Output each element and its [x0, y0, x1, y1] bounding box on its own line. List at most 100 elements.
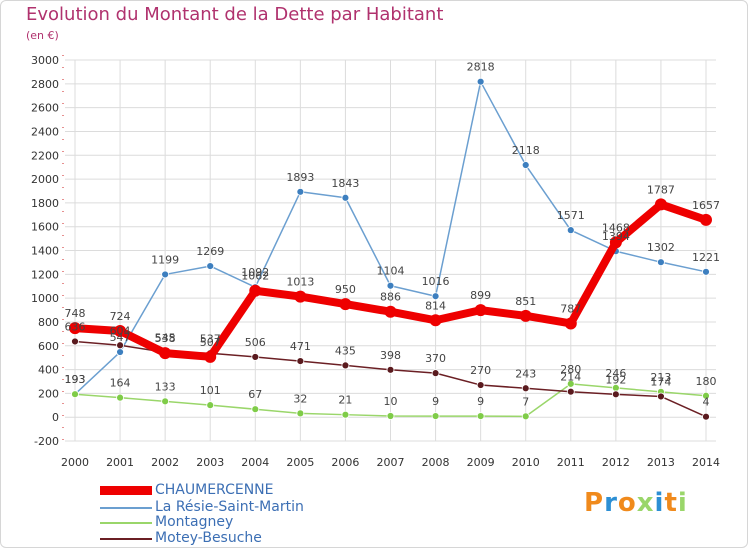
x-tick-label: 2003 — [196, 456, 224, 469]
data-label-chaumercenne: 851 — [515, 295, 536, 308]
data-point-motey-besuche[interactable] — [702, 412, 710, 421]
data-label-chaumercenne: 1062 — [241, 270, 269, 283]
data-point-montagney[interactable] — [476, 412, 485, 421]
data-point-chaumercenne[interactable] — [69, 322, 81, 335]
data-point-motey-besuche[interactable] — [71, 337, 79, 346]
data-label-montagney: 280 — [560, 363, 581, 376]
data-point-chaumercenne[interactable] — [384, 305, 397, 318]
data-point-chaumercenne[interactable] — [609, 236, 622, 249]
data-point-montagney[interactable] — [702, 391, 710, 400]
data-point-montagney[interactable] — [431, 412, 440, 421]
x-tick-label: 2012 — [602, 456, 630, 469]
data-label-motey-besuche: 506 — [245, 336, 266, 349]
data-point-motey-besuche[interactable] — [476, 381, 485, 389]
data-label-montagney: 21 — [338, 394, 352, 407]
data-point-la-resie-saint-martin[interactable] — [161, 270, 170, 279]
data-point-chaumercenne[interactable] — [429, 314, 442, 327]
data-point-la-resie-saint-martin[interactable] — [476, 77, 485, 86]
data-label-la-resie-saint-martin: 1221 — [692, 251, 720, 264]
data-point-la-resie-saint-martin[interactable] — [206, 262, 215, 270]
data-point-montagney[interactable] — [566, 379, 575, 388]
data-point-la-resie-saint-martin[interactable] — [431, 292, 440, 301]
data-point-motey-besuche[interactable] — [657, 392, 665, 401]
x-tick-label: 2011 — [557, 456, 585, 469]
data-point-chaumercenne[interactable] — [159, 347, 172, 360]
data-point-motey-besuche[interactable] — [386, 365, 395, 374]
data-point-motey-besuche[interactable] — [611, 390, 620, 399]
data-point-la-resie-saint-martin[interactable] — [566, 226, 575, 235]
data-label-montagney: 133 — [155, 380, 176, 393]
data-point-chaumercenne[interactable] — [700, 213, 712, 226]
data-point-montagney[interactable] — [296, 409, 305, 418]
x-tick-label: 2004 — [241, 456, 269, 469]
data-label-la-resie-saint-martin: 1092 — [241, 266, 269, 279]
y-tick-label: 1600 — [31, 221, 59, 234]
data-point-motey-besuche[interactable] — [296, 357, 305, 366]
data-label-la-resie-saint-martin: 547 — [110, 331, 131, 344]
data-label-motey-besuche: 270 — [470, 364, 491, 377]
data-point-la-resie-saint-martin[interactable] — [521, 161, 530, 169]
data-label-montagney: 193 — [65, 373, 86, 386]
data-point-motey-besuche[interactable] — [431, 369, 440, 378]
data-label-chaumercenne: 1468 — [602, 221, 630, 234]
data-label-motey-besuche: 192 — [605, 373, 626, 386]
data-label-chaumercenne: 814 — [425, 299, 446, 312]
data-label-chaumercenne: 886 — [380, 291, 401, 304]
data-point-motey-besuche[interactable] — [521, 384, 530, 393]
data-label-motey-besuche: 4 — [703, 396, 710, 409]
data-point-montagney[interactable] — [161, 397, 170, 406]
data-point-chaumercenne[interactable] — [114, 324, 127, 337]
data-label-chaumercenne: 724 — [110, 310, 131, 323]
data-label-chaumercenne: 538 — [155, 332, 176, 345]
data-point-motey-besuche[interactable] — [251, 353, 260, 361]
data-point-chaumercenne[interactable] — [474, 304, 487, 317]
data-point-la-resie-saint-martin[interactable] — [702, 267, 710, 276]
data-point-la-resie-saint-martin[interactable] — [116, 348, 124, 356]
y-tick-label: 1400 — [31, 245, 59, 258]
data-point-chaumercenne[interactable] — [564, 317, 577, 330]
data-label-chaumercenne: 507 — [200, 336, 221, 349]
y-tick-label: 2000 — [31, 173, 59, 186]
data-label-chaumercenne: 1657 — [692, 199, 720, 212]
data-label-la-resie-saint-martin: 1571 — [557, 209, 585, 222]
data-labels: 193 547 1199 1269 1092 1893 1843 1104 1016 2818 21… — [65, 61, 721, 409]
chart-subtitle: (en €) — [26, 29, 59, 42]
x-tick-label: 2005 — [286, 456, 314, 469]
data-label-motey-besuche: 174 — [650, 375, 671, 388]
x-tick-label: 2002 — [151, 456, 179, 469]
data-point-la-resie-saint-martin[interactable] — [296, 187, 305, 196]
data-point-montagney[interactable] — [521, 412, 530, 421]
data-point-la-resie-saint-martin[interactable] — [657, 258, 665, 267]
data-point-chaumercenne[interactable] — [204, 350, 217, 363]
data-point-chaumercenne[interactable] — [294, 290, 307, 303]
data-point-la-resie-saint-martin[interactable] — [386, 281, 395, 290]
data-point-chaumercenne[interactable] — [249, 284, 262, 297]
y-tick-label: 1000 — [31, 292, 59, 305]
data-point-montagney[interactable] — [386, 412, 395, 420]
data-point-chaumercenne[interactable] — [519, 309, 532, 322]
data-point-motey-besuche[interactable] — [341, 361, 350, 370]
legend-swatch-chaumercenne — [100, 486, 152, 495]
data-point-motey-besuche[interactable] — [116, 341, 124, 350]
data-point-montagney[interactable] — [251, 405, 260, 414]
data-label-la-resie-saint-martin: 2118 — [512, 144, 540, 157]
data-label-chaumercenne: 1787 — [647, 183, 675, 196]
data-label-chaumercenne: 899 — [470, 289, 491, 302]
data-label-montagney: 32 — [293, 392, 307, 405]
data-point-montagney[interactable] — [206, 401, 215, 410]
data-point-montagney[interactable] — [71, 390, 79, 399]
data-label-chaumercenne: 787 — [560, 302, 581, 315]
legend-label-chaumercenne: CHAUMERCENNE — [155, 482, 274, 498]
data-point-chaumercenne[interactable] — [339, 298, 352, 311]
data-point-la-resie-saint-martin[interactable] — [341, 193, 350, 202]
x-tick-label: 2014 — [692, 456, 720, 469]
x-tick-label: 2006 — [331, 456, 359, 469]
data-point-motey-besuche[interactable] — [566, 387, 575, 396]
axes: -200 0 200 400 600 800 1000 1200 1400 1600 1800 200… — [31, 54, 720, 469]
data-point-montagney[interactable] — [116, 393, 124, 402]
data-label-la-resie-saint-martin: 1016 — [422, 275, 450, 288]
data-point-chaumercenne[interactable] — [654, 198, 667, 211]
data-label-motey-besuche: 398 — [380, 349, 401, 362]
data-point-montagney[interactable] — [341, 410, 350, 419]
